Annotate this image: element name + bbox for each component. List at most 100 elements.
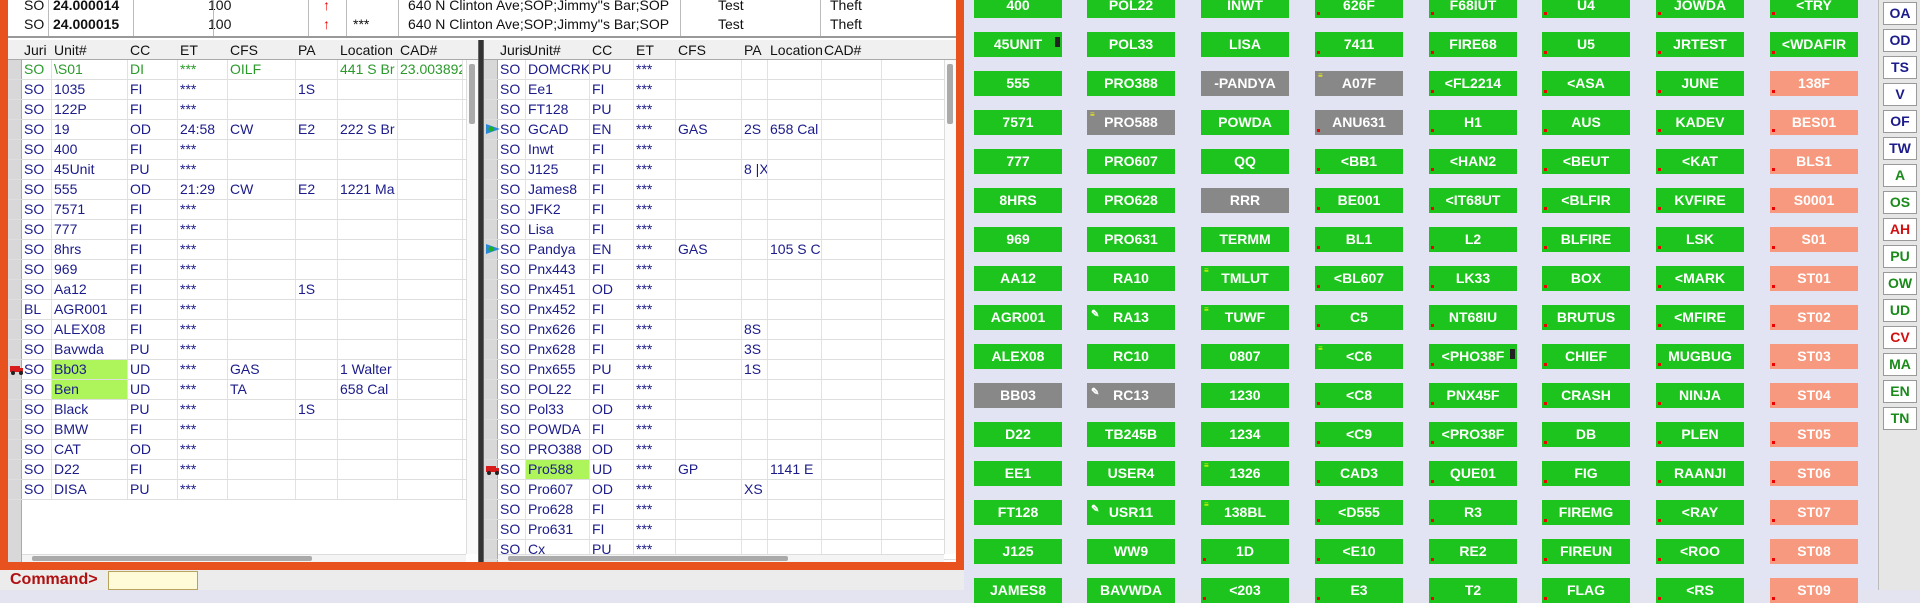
unit-row[interactable]: SO Pro607 OD *** XS (484, 480, 956, 500)
unit-button-j125[interactable]: J125 (974, 539, 1062, 564)
column-header-cfs[interactable]: CFS (230, 42, 258, 58)
unit-button-fig[interactable]: FIG (1542, 461, 1630, 486)
vertical-scrollbar[interactable] (944, 60, 956, 554)
unit-button-pol22[interactable]: POL22 (1087, 0, 1175, 18)
unit-button-user4[interactable]: USER4 (1087, 461, 1175, 486)
status-filter-od[interactable]: OD (1883, 29, 1917, 52)
status-filter-tw[interactable]: TW (1883, 137, 1917, 160)
unit-button-pho38f[interactable]: <PHO38F (1429, 344, 1517, 369)
column-header-cc[interactable]: CC (592, 42, 613, 58)
unit-button-kadev[interactable]: KADEV (1656, 110, 1744, 135)
unit-button-bls1[interactable]: BLS1 (1770, 149, 1858, 174)
unit-button-asa[interactable]: <ASA (1542, 71, 1630, 96)
scroll-thumb[interactable] (508, 556, 788, 561)
scroll-thumb[interactable] (947, 64, 953, 124)
column-header-cc[interactable]: CC (130, 42, 151, 58)
status-filter-ts[interactable]: TS (1883, 56, 1917, 79)
unit-row[interactable]: SO Lisa FI *** (484, 220, 956, 240)
unit-button-pro607[interactable]: PRO607 (1087, 149, 1175, 174)
unit-row[interactable]: SO Pnx451 OD *** (484, 280, 956, 300)
unit-button-777[interactable]: 777 (974, 149, 1062, 174)
unit-button-ee1[interactable]: EE1 (974, 461, 1062, 486)
unit-button-june[interactable]: JUNE (1656, 71, 1744, 96)
unit-button-c5[interactable]: C5 (1315, 305, 1403, 330)
status-filter-a[interactable]: A (1883, 164, 1917, 187)
unit-row[interactable]: SO Ben UD *** TA 658 Cal (8, 380, 478, 400)
unit-button-bl1[interactable]: BL1 (1315, 227, 1403, 252)
unit-row[interactable]: SO 8hrs FI *** (8, 240, 478, 260)
unit-row[interactable]: SO 7571 FI *** (8, 200, 478, 220)
unit-button-pol33[interactable]: POL33 (1087, 32, 1175, 57)
unit-row[interactable]: SO 555 OD 21:29 CW E2 1221 Ma (8, 180, 478, 200)
column-header-location[interactable]: Location (340, 42, 393, 58)
unit-button-138bl[interactable]: 138BL ≡ (1201, 500, 1289, 525)
unit-row[interactable]: SO J125 FI *** 8 |X (484, 160, 956, 180)
unit-button-st05[interactable]: ST05 (1770, 422, 1858, 447)
unit-button-bb1[interactable]: <BB1 (1315, 149, 1403, 174)
unit-row[interactable]: SO Ee1 FI *** (484, 80, 956, 100)
unit-button-st07[interactable]: ST07 (1770, 500, 1858, 525)
grid-splitter[interactable] (478, 40, 484, 562)
status-filter-ah[interactable]: AH (1883, 218, 1917, 241)
unit-button-it68ut[interactable]: <IT68UT (1429, 188, 1517, 213)
unit-button-h1[interactable]: H1 (1429, 110, 1517, 135)
unit-row[interactable]: SO 45Unit PU *** (8, 160, 478, 180)
unit-button-rc13[interactable]: RC13 ✎ (1087, 383, 1175, 408)
unit-button-st01[interactable]: ST01 (1770, 266, 1858, 291)
unit-button-400[interactable]: 400 (974, 0, 1062, 18)
unit-button-roo[interactable]: <ROO (1656, 539, 1744, 564)
unit-button-lisa[interactable]: LISA (1201, 32, 1289, 57)
unit-button-db[interactable]: DB (1542, 422, 1630, 447)
unit-button-kvfire[interactable]: KVFIRE (1656, 188, 1744, 213)
column-header-unit[interactable]: Unit# (54, 42, 87, 58)
column-header-juris[interactable]: Juris (500, 42, 530, 58)
unit-button-f68iut[interactable]: F68IUT (1429, 0, 1517, 18)
unit-button-blfir[interactable]: <BLFIR (1542, 188, 1630, 213)
unit-button-re2[interactable]: RE2 (1429, 539, 1517, 564)
unit-button-fire68[interactable]: FIRE68 (1429, 32, 1517, 57)
unit-button-1326[interactable]: 1326 ≡ (1201, 461, 1289, 486)
unit-row[interactable]: SO Pro631 FI *** (484, 520, 956, 540)
unit-row[interactable]: SO \S01 DI *** OILF 441 S Br 23.003892 (8, 60, 478, 80)
unit-button-bavwda[interactable]: BAVWDA (1087, 578, 1175, 603)
unit-row[interactable]: SO DISA PU *** (8, 480, 478, 500)
status-filter-ud[interactable]: UD (1883, 299, 1917, 322)
unit-button-138f[interactable]: 138F (1770, 71, 1858, 96)
unit-button-try[interactable]: <TRY (1770, 0, 1858, 18)
unit-button-ra10[interactable]: RA10 (1087, 266, 1175, 291)
unit-row[interactable]: SO Pnx628 FI *** 3S (484, 340, 956, 360)
unit-button-c9[interactable]: <C9 (1315, 422, 1403, 447)
unit-button-rs[interactable]: <RS (1656, 578, 1744, 603)
unit-row[interactable]: SO GCAD EN *** GAS 2S 658 Cal (484, 120, 956, 140)
unit-button-rc10[interactable]: RC10 (1087, 344, 1175, 369)
unit-button-tmlut[interactable]: TMLUT ≡ (1201, 266, 1289, 291)
unit-button-pandya[interactable]: -PANDYA (1201, 71, 1289, 96)
unit-row[interactable]: SO FT128 PU *** (484, 100, 956, 120)
unit-button-mugbug[interactable]: MUGBUG (1656, 344, 1744, 369)
unit-button-ray[interactable]: <RAY (1656, 500, 1744, 525)
column-header-pa[interactable]: PA (744, 42, 762, 58)
unit-button-cad3[interactable]: CAD3 (1315, 461, 1403, 486)
unit-button-969[interactable]: 969 (974, 227, 1062, 252)
unit-button-bb03[interactable]: BB03 (974, 383, 1062, 408)
unit-button-lsk[interactable]: LSK (1656, 227, 1744, 252)
unit-button-t2[interactable]: T2 (1429, 578, 1517, 603)
unit-button-plen[interactable]: PLEN (1656, 422, 1744, 447)
column-header-cad[interactable]: CAD# (400, 42, 438, 58)
unit-button-bes01[interactable]: BES01 (1770, 110, 1858, 135)
unit-button-firemg[interactable]: FIREMG (1542, 500, 1630, 525)
unit-button-st04[interactable]: ST04 (1770, 383, 1858, 408)
horizontal-scrollbar[interactable] (22, 554, 466, 562)
unit-button-c6[interactable]: <C6 ≡ (1315, 344, 1403, 369)
unit-row[interactable]: SO 777 FI *** (8, 220, 478, 240)
unit-button-s01[interactable]: S01 (1770, 227, 1858, 252)
unit-button-que01[interactable]: QUE01 (1429, 461, 1517, 486)
unit-button-8hrs[interactable]: 8HRS (974, 188, 1062, 213)
unit-button-flag[interactable]: FLAG (1542, 578, 1630, 603)
unit-button-0807[interactable]: 0807 (1201, 344, 1289, 369)
status-filter-oa[interactable]: OA (1883, 2, 1917, 25)
status-filter-ow[interactable]: OW (1883, 272, 1917, 295)
unit-button-james8[interactable]: JAMES8 (974, 578, 1062, 603)
unit-button-raanji[interactable]: RAANJI (1656, 461, 1744, 486)
status-filter-ma[interactable]: MA (1883, 353, 1917, 376)
